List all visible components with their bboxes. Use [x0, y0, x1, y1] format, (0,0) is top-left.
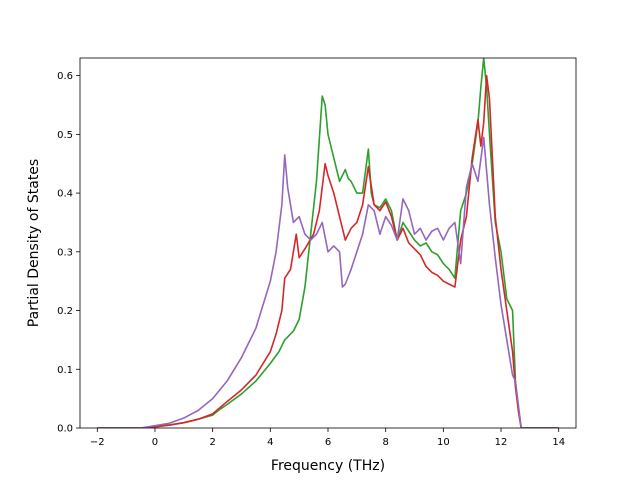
y-tick-label: 0.2	[57, 306, 73, 317]
y-tick-label: 0.0	[57, 424, 73, 435]
x-tick-label: 12	[495, 437, 508, 448]
y-tick-label: 0.6	[57, 71, 73, 82]
y-tick-label: 0.1	[57, 365, 73, 376]
y-axis: 0.0 0.1 0.2 0.3 0.4 0.5 0.6	[57, 71, 80, 435]
x-tick-label: 8	[382, 437, 388, 448]
y-tick-label: 0.3	[57, 247, 73, 258]
y-tick-label: 0.4	[57, 189, 73, 200]
plot-area	[97, 58, 559, 428]
x-tick-label: 2	[209, 437, 215, 448]
x-axis: −2 0 2 4 6 8 10 12 14	[90, 428, 565, 448]
x-axis-label: Frequency (THz)	[271, 458, 385, 474]
series-line-3	[97, 136, 559, 428]
series-line-2	[97, 74, 559, 428]
x-tick-label: 4	[267, 437, 273, 448]
y-axis-label: Partial Density of States	[26, 159, 42, 327]
x-tick-label: 0	[152, 437, 158, 448]
x-tick-label: 10	[437, 437, 450, 448]
x-tick-label: −2	[90, 437, 105, 448]
y-tick-label: 0.5	[57, 130, 73, 141]
x-tick-label: 6	[325, 437, 331, 448]
x-tick-label: 14	[552, 437, 565, 448]
